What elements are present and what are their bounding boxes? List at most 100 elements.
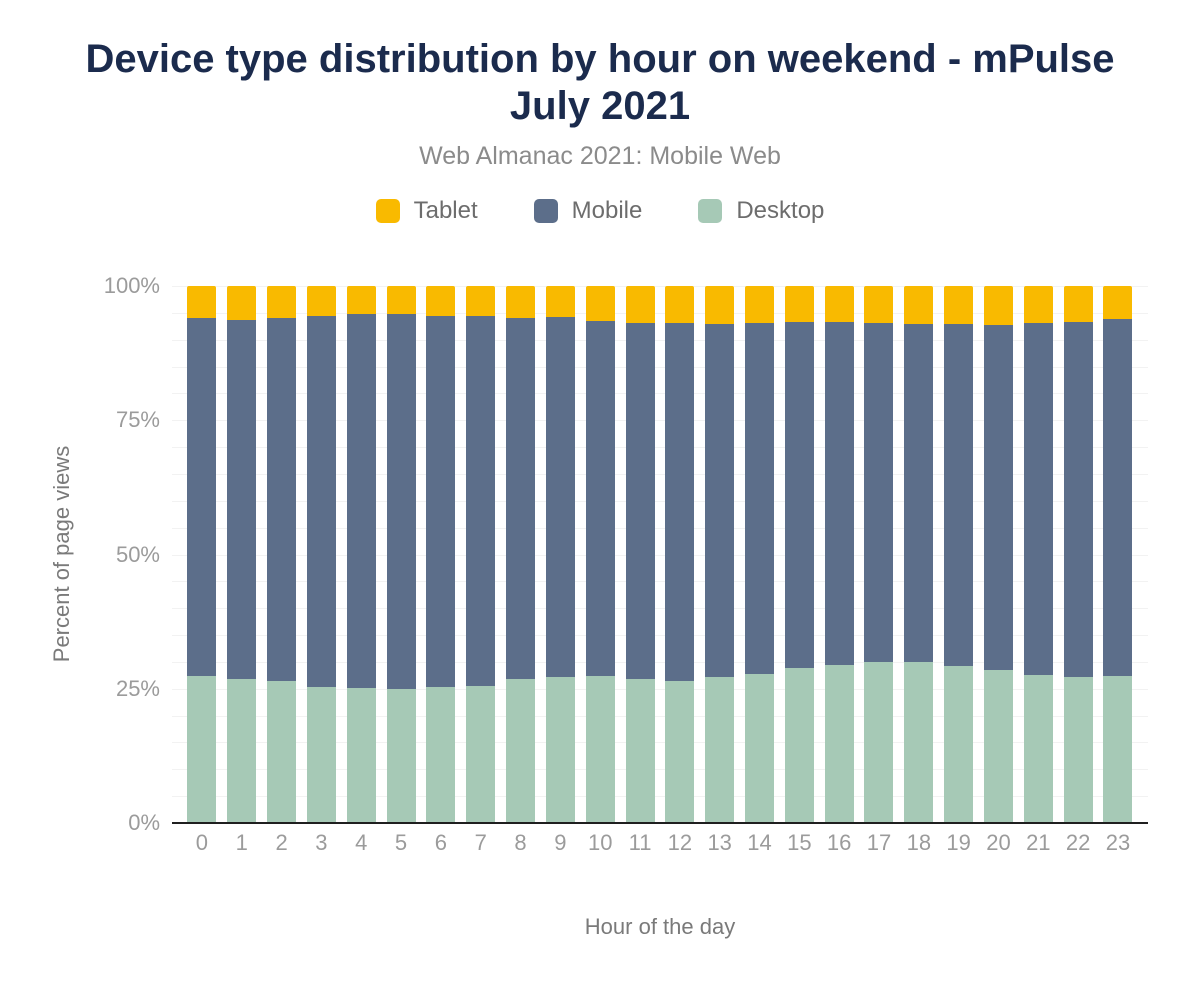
bar-group-hour-7 — [461, 286, 501, 823]
bar-segment-mobile-hour-1[interactable] — [227, 319, 257, 680]
bar-segment-mobile-hour-10[interactable] — [585, 320, 615, 677]
x-tick-6: 6 — [434, 830, 447, 855]
bar-segment-desktop-hour-13[interactable] — [705, 677, 735, 823]
bar-group-hour-22 — [1058, 286, 1098, 823]
bar-segment-desktop-hour-20[interactable] — [983, 669, 1013, 823]
bar-hour-13 — [705, 286, 735, 823]
bar-segment-desktop-hour-11[interactable] — [625, 678, 655, 823]
bar-segment-desktop-hour-7[interactable] — [466, 685, 496, 823]
bar-segment-mobile-hour-18[interactable] — [904, 323, 934, 662]
bar-segment-desktop-hour-4[interactable] — [346, 687, 376, 823]
bar-segment-tablet-hour-18[interactable] — [904, 286, 934, 324]
bar-hour-17 — [864, 286, 894, 823]
bar-segment-desktop-hour-9[interactable] — [545, 676, 575, 823]
bar-segment-desktop-hour-14[interactable] — [745, 673, 774, 823]
legend-item-desktop[interactable]: Desktop — [698, 197, 824, 225]
bar-segment-desktop-hour-18[interactable] — [904, 661, 934, 823]
bar-segment-mobile-hour-5[interactable] — [386, 313, 416, 690]
bar-segment-mobile-hour-6[interactable] — [426, 315, 456, 687]
bar-segment-mobile-hour-4[interactable] — [346, 314, 376, 688]
bar-hour-10 — [585, 286, 615, 823]
y-tick-0%: 0% — [128, 810, 160, 835]
bar-segment-desktop-hour-5[interactable] — [386, 689, 416, 823]
gridline-10 — [172, 769, 1148, 771]
gridline-70 — [172, 447, 1148, 449]
x-tick-18: 18 — [906, 830, 932, 855]
bar-segment-mobile-hour-3[interactable] — [306, 315, 336, 687]
bar-segment-desktop-hour-3[interactable] — [306, 686, 336, 823]
bar-group-hour-20 — [979, 286, 1019, 823]
bar-group-hour-11 — [620, 286, 660, 823]
bar-segment-mobile-hour-8[interactable] — [506, 318, 536, 680]
x-tick-15: 15 — [787, 830, 812, 855]
x-axis-tick-labels: 0 1 2 3 4 5 6 7 8 9 10 11 12 13 14 15 16 17 18 19 20 21 22 23 — [172, 830, 1148, 856]
bar-segment-mobile-hour-14[interactable] — [745, 322, 774, 674]
bar-segment-desktop-hour-23[interactable] — [1103, 675, 1133, 823]
bar-segment-tablet-hour-20[interactable] — [983, 286, 1013, 326]
bar-segment-desktop-hour-12[interactable] — [665, 681, 695, 823]
bar-segment-tablet-hour-6[interactable] — [426, 286, 456, 316]
bar-segment-mobile-hour-9[interactable] — [545, 317, 575, 677]
bar-segment-tablet-hour-16[interactable] — [824, 286, 854, 322]
bar-segment-desktop-hour-0[interactable] — [187, 675, 217, 823]
bar-segment-desktop-hour-15[interactable] — [784, 667, 814, 823]
bar-segment-mobile-hour-7[interactable] — [466, 316, 496, 686]
bar-segment-tablet-hour-14[interactable] — [745, 286, 774, 323]
bar-segment-desktop-hour-8[interactable] — [506, 679, 536, 823]
gridline-90 — [172, 339, 1148, 341]
bar-segment-tablet-hour-1[interactable] — [227, 286, 257, 320]
bar-segment-tablet-hour-23[interactable] — [1103, 286, 1133, 320]
bar-segment-desktop-hour-19[interactable] — [944, 666, 974, 823]
bar-segment-tablet-hour-9[interactable] — [545, 286, 575, 318]
bar-segment-mobile-hour-20[interactable] — [983, 325, 1013, 670]
bar-segment-desktop-hour-16[interactable] — [824, 664, 854, 823]
bar-segment-mobile-hour-0[interactable] — [187, 317, 217, 676]
bar-segment-tablet-hour-7[interactable] — [466, 286, 496, 317]
bar-segment-desktop-hour-17[interactable] — [864, 662, 894, 823]
bar-segment-tablet-hour-0[interactable] — [187, 286, 217, 318]
bar-segment-mobile-hour-23[interactable] — [1103, 319, 1133, 676]
legend-item-tablet[interactable]: Tablet — [375, 197, 478, 225]
bar-segment-tablet-hour-10[interactable] — [585, 286, 615, 321]
bar-segment-tablet-hour-5[interactable] — [386, 286, 416, 314]
bar-segment-mobile-hour-22[interactable] — [1063, 321, 1093, 677]
bar-segment-mobile-hour-16[interactable] — [824, 321, 854, 665]
bar-segment-tablet-hour-8[interactable] — [506, 286, 536, 319]
bar-segment-mobile-hour-11[interactable] — [625, 322, 655, 679]
gridline-65 — [172, 473, 1148, 475]
bar-group-hour-8 — [501, 286, 541, 823]
bar-group-hour-4 — [341, 286, 381, 823]
bar-segment-mobile-hour-17[interactable] — [864, 322, 894, 663]
bar-segment-tablet-hour-19[interactable] — [944, 286, 974, 325]
bar-segment-desktop-hour-6[interactable] — [426, 686, 456, 823]
bar-segment-mobile-hour-12[interactable] — [665, 322, 695, 682]
bar-segment-tablet-hour-21[interactable] — [1023, 286, 1053, 324]
bar-hour-23 — [1103, 286, 1133, 823]
bar-segment-mobile-hour-21[interactable] — [1023, 323, 1053, 676]
bar-segment-tablet-hour-4[interactable] — [346, 286, 376, 315]
x-tick-2: 2 — [275, 830, 288, 855]
bar-segment-tablet-hour-12[interactable] — [665, 286, 695, 323]
bar-segment-tablet-hour-15[interactable] — [784, 286, 814, 322]
x-tick-0: 0 — [195, 830, 209, 855]
bar-segment-tablet-hour-2[interactable] — [267, 286, 297, 319]
bar-segment-tablet-hour-17[interactable] — [864, 286, 894, 323]
legend-item-mobile[interactable]: Mobile — [533, 197, 642, 225]
bar-segment-desktop-hour-2[interactable] — [267, 681, 297, 823]
bar-segment-mobile-hour-2[interactable] — [267, 318, 297, 682]
bar-segment-tablet-hour-3[interactable] — [306, 286, 336, 316]
x-tick-23: 23 — [1105, 830, 1131, 855]
bar-hour-16 — [824, 286, 854, 823]
bar-segment-tablet-hour-13[interactable] — [705, 286, 735, 324]
y-tick-100%: 100% — [103, 273, 160, 298]
bar-segment-mobile-hour-19[interactable] — [944, 324, 974, 667]
bar-segment-tablet-hour-22[interactable] — [1063, 286, 1093, 322]
bar-hour-0 — [187, 286, 217, 823]
bar-segment-desktop-hour-1[interactable] — [227, 679, 257, 823]
bar-segment-mobile-hour-15[interactable] — [784, 321, 814, 668]
bar-segment-desktop-hour-22[interactable] — [1063, 676, 1093, 823]
bar-segment-tablet-hour-11[interactable] — [625, 286, 655, 323]
bar-segment-desktop-hour-21[interactable] — [1023, 675, 1053, 823]
bar-segment-desktop-hour-10[interactable] — [585, 676, 615, 823]
bar-segment-mobile-hour-13[interactable] — [705, 323, 735, 678]
